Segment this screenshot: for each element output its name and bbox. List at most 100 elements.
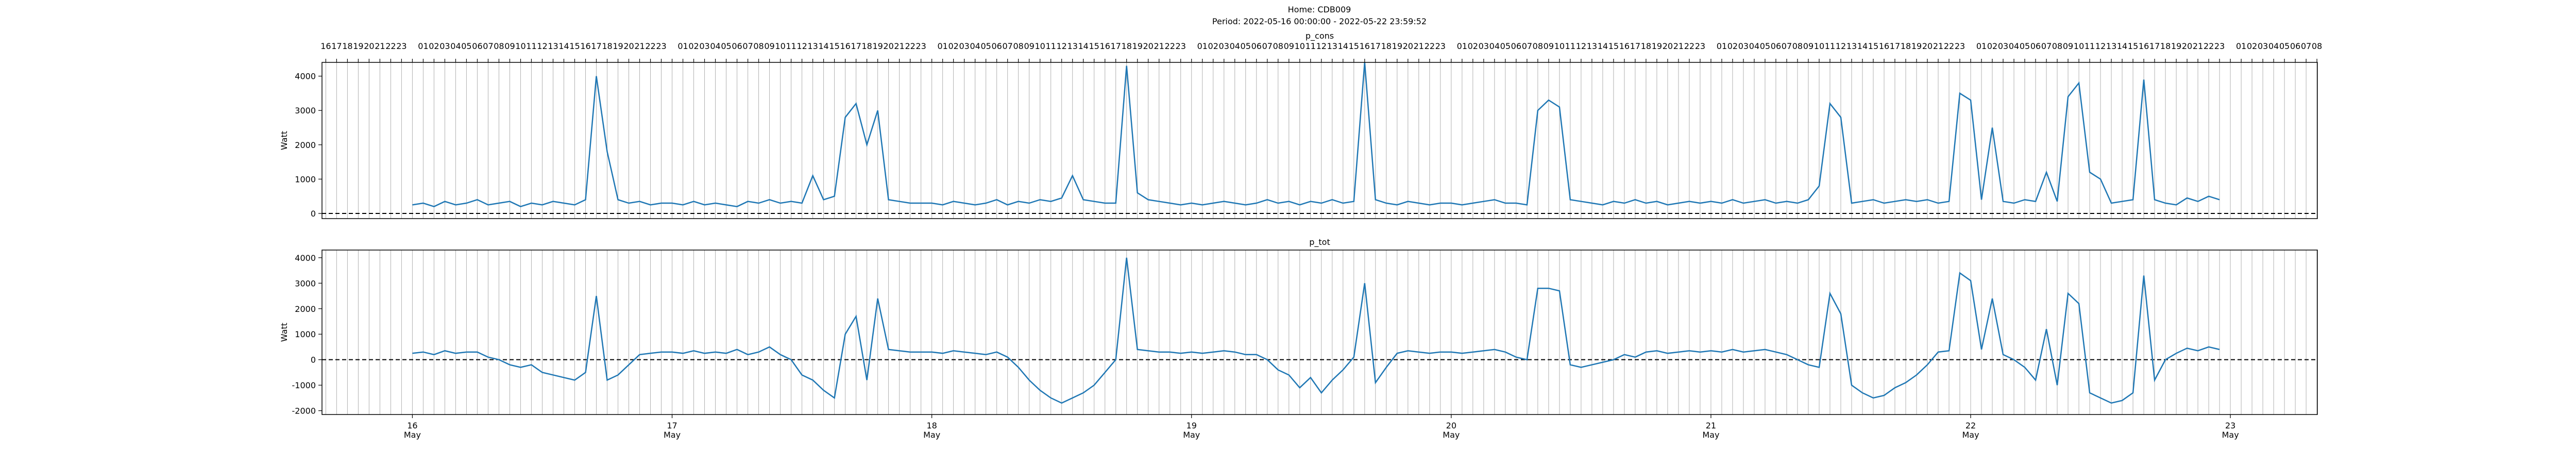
x2-tick-label: 05 (461, 41, 471, 51)
x2-tick-label: 12 (1056, 41, 1066, 51)
y-axis-label: Watt (279, 131, 289, 150)
x2-tick-label: 04 (450, 41, 461, 51)
x2-tick-label: 08 (753, 41, 764, 51)
x2-tick-label: 01 (1976, 41, 1987, 51)
x2-tick-label: 18 (1901, 41, 1911, 51)
figure-subtitle: Period: 2022-05-16 00:00:00 - 2022-05-22… (1212, 16, 1427, 26)
y-tick-label: 1000 (295, 329, 316, 339)
x2-tick-label: 16 (320, 41, 331, 51)
data-line (412, 62, 2220, 208)
x-tick-label-line: May (1702, 430, 1719, 440)
y-tick-label: 3000 (295, 278, 316, 288)
x2-tick-label: 15 (2128, 41, 2138, 51)
x2-tick-label: 19 (613, 41, 623, 51)
x2-tick-label: 16 (1619, 41, 1630, 51)
x2-tick-label: 19 (1392, 41, 1402, 51)
x-tick-label: 21 May (1702, 421, 1719, 440)
x2-tick-label: 21 (1933, 41, 1943, 51)
x2-tick-label: 04 (2009, 41, 2019, 51)
x2-tick-label: 13 (1067, 41, 1078, 51)
x2-tick-label: 02 (1727, 41, 1738, 51)
x2-tick-label: 11 (1306, 41, 1316, 51)
x2-tick-label: 06 (991, 41, 1002, 51)
x2-tick-label: 03 (959, 41, 969, 51)
x2-tick-label: 06 (2290, 41, 2300, 51)
x2-tick-label: 07 (483, 41, 493, 51)
x2-tick-label: 17 (2149, 41, 2160, 51)
x2-tick-label: 16 (1100, 41, 1110, 51)
x2-tick-label: 07 (1002, 41, 1012, 51)
x2-tick-label: 06 (1511, 41, 1521, 51)
x2-tick-label: 21 (375, 41, 385, 51)
x2-tick-label: 14 (1338, 41, 1348, 51)
x-tick-label-line: 21 (1706, 421, 1716, 430)
x2-tick-label: 22 (1425, 41, 1435, 51)
x2-tick-label: 06 (1771, 41, 1781, 51)
x2-tick-label: 11 (1045, 41, 1056, 51)
x2-tick-label: 20 (1663, 41, 1673, 51)
x2-tick-label: 02 (1468, 41, 1478, 51)
x2-tick-label: 20 (364, 41, 374, 51)
x2-tick-label: 05 (2279, 41, 2290, 51)
x2-tick-label: 15 (1349, 41, 1359, 51)
x2-tick-label: 18 (602, 41, 612, 51)
y-tick-label: 2000 (295, 304, 316, 314)
y-tick-label: -1000 (292, 380, 316, 390)
x2-tick-label: 06 (2030, 41, 2041, 51)
x-tick-label: 23 May (2222, 421, 2239, 440)
x2-tick-label: 02 (429, 41, 439, 51)
x2-tick-label: 06 (472, 41, 482, 51)
axes-frame (321, 250, 2318, 415)
x2-tick-label: 20 (1143, 41, 1154, 51)
axes-title: p_tot (1309, 237, 1330, 247)
x2-tick-label: 09 (1544, 41, 1554, 51)
x2-tick-label: 19 (1652, 41, 1662, 51)
x2-tick-label: 01 (2236, 41, 2246, 51)
x-tick-label-line: 16 (407, 421, 417, 430)
x2-tick-label: 07 (1262, 41, 1273, 51)
x2-tick-label: 23 (1695, 41, 1705, 51)
x-tick-label: 17 May (664, 421, 681, 440)
x2-tick-label: 14 (1078, 41, 1088, 51)
x2-tick-label: 18 (861, 41, 872, 51)
x2-tick-label: 12 (1576, 41, 1586, 51)
x2-tick-label: 16 (1879, 41, 1889, 51)
x2-tick-label: 18 (342, 41, 352, 51)
x-tick-label: 19 May (1183, 421, 1200, 440)
x2-tick-label: 08 (494, 41, 504, 51)
x2-tick-label: 10 (1035, 41, 1045, 51)
x2-tick-label: 13 (548, 41, 558, 51)
x2-tick-label: 08 (1013, 41, 1023, 51)
x2-tick-label: 11 (1825, 41, 1835, 51)
x2-tick-label: 13 (1327, 41, 1337, 51)
x-tick-label-line: May (1443, 430, 1460, 440)
x2-tick-label: 17 (1111, 41, 1121, 51)
x2-tick-label: 09 (504, 41, 515, 51)
x2-tick-label: 19 (353, 41, 363, 51)
x2-tick-label: 22 (905, 41, 915, 51)
x2-tick-label: 01 (1717, 41, 1727, 51)
x2-tick-label: 17 (591, 41, 601, 51)
x-tick-label-line: May (1183, 430, 1200, 440)
x2-tick-label: 10 (1295, 41, 1305, 51)
x2-tick-label: 20 (1403, 41, 1413, 51)
x2-tick-label: 10 (1554, 41, 1565, 51)
x2-tick-label: 17 (851, 41, 861, 51)
x2-tick-label: 03 (699, 41, 709, 51)
x2-tick-label: 11 (526, 41, 536, 51)
x2-tick-label: 15 (1608, 41, 1619, 51)
y-tick-label: 1000 (295, 174, 316, 184)
x2-tick-label: 03 (1738, 41, 1749, 51)
x2-tick-label: 03 (1219, 41, 1229, 51)
x2-tick-label: 23 (1435, 41, 1446, 51)
x2-tick-label: 12 (1316, 41, 1327, 51)
x-tick-label-line: 22 (1965, 421, 1976, 430)
x2-tick-label: 09 (1024, 41, 1034, 51)
x-tick-label: 18 May (923, 421, 940, 440)
x2-tick-label: 05 (1760, 41, 1770, 51)
x2-tick-label: 17 (1890, 41, 1900, 51)
x2-tick-label: 02 (2247, 41, 2257, 51)
x-tick-label-line: May (923, 430, 940, 440)
x2-tick-label: 08 (2312, 41, 2322, 51)
x2-tick-label: 03 (439, 41, 450, 51)
